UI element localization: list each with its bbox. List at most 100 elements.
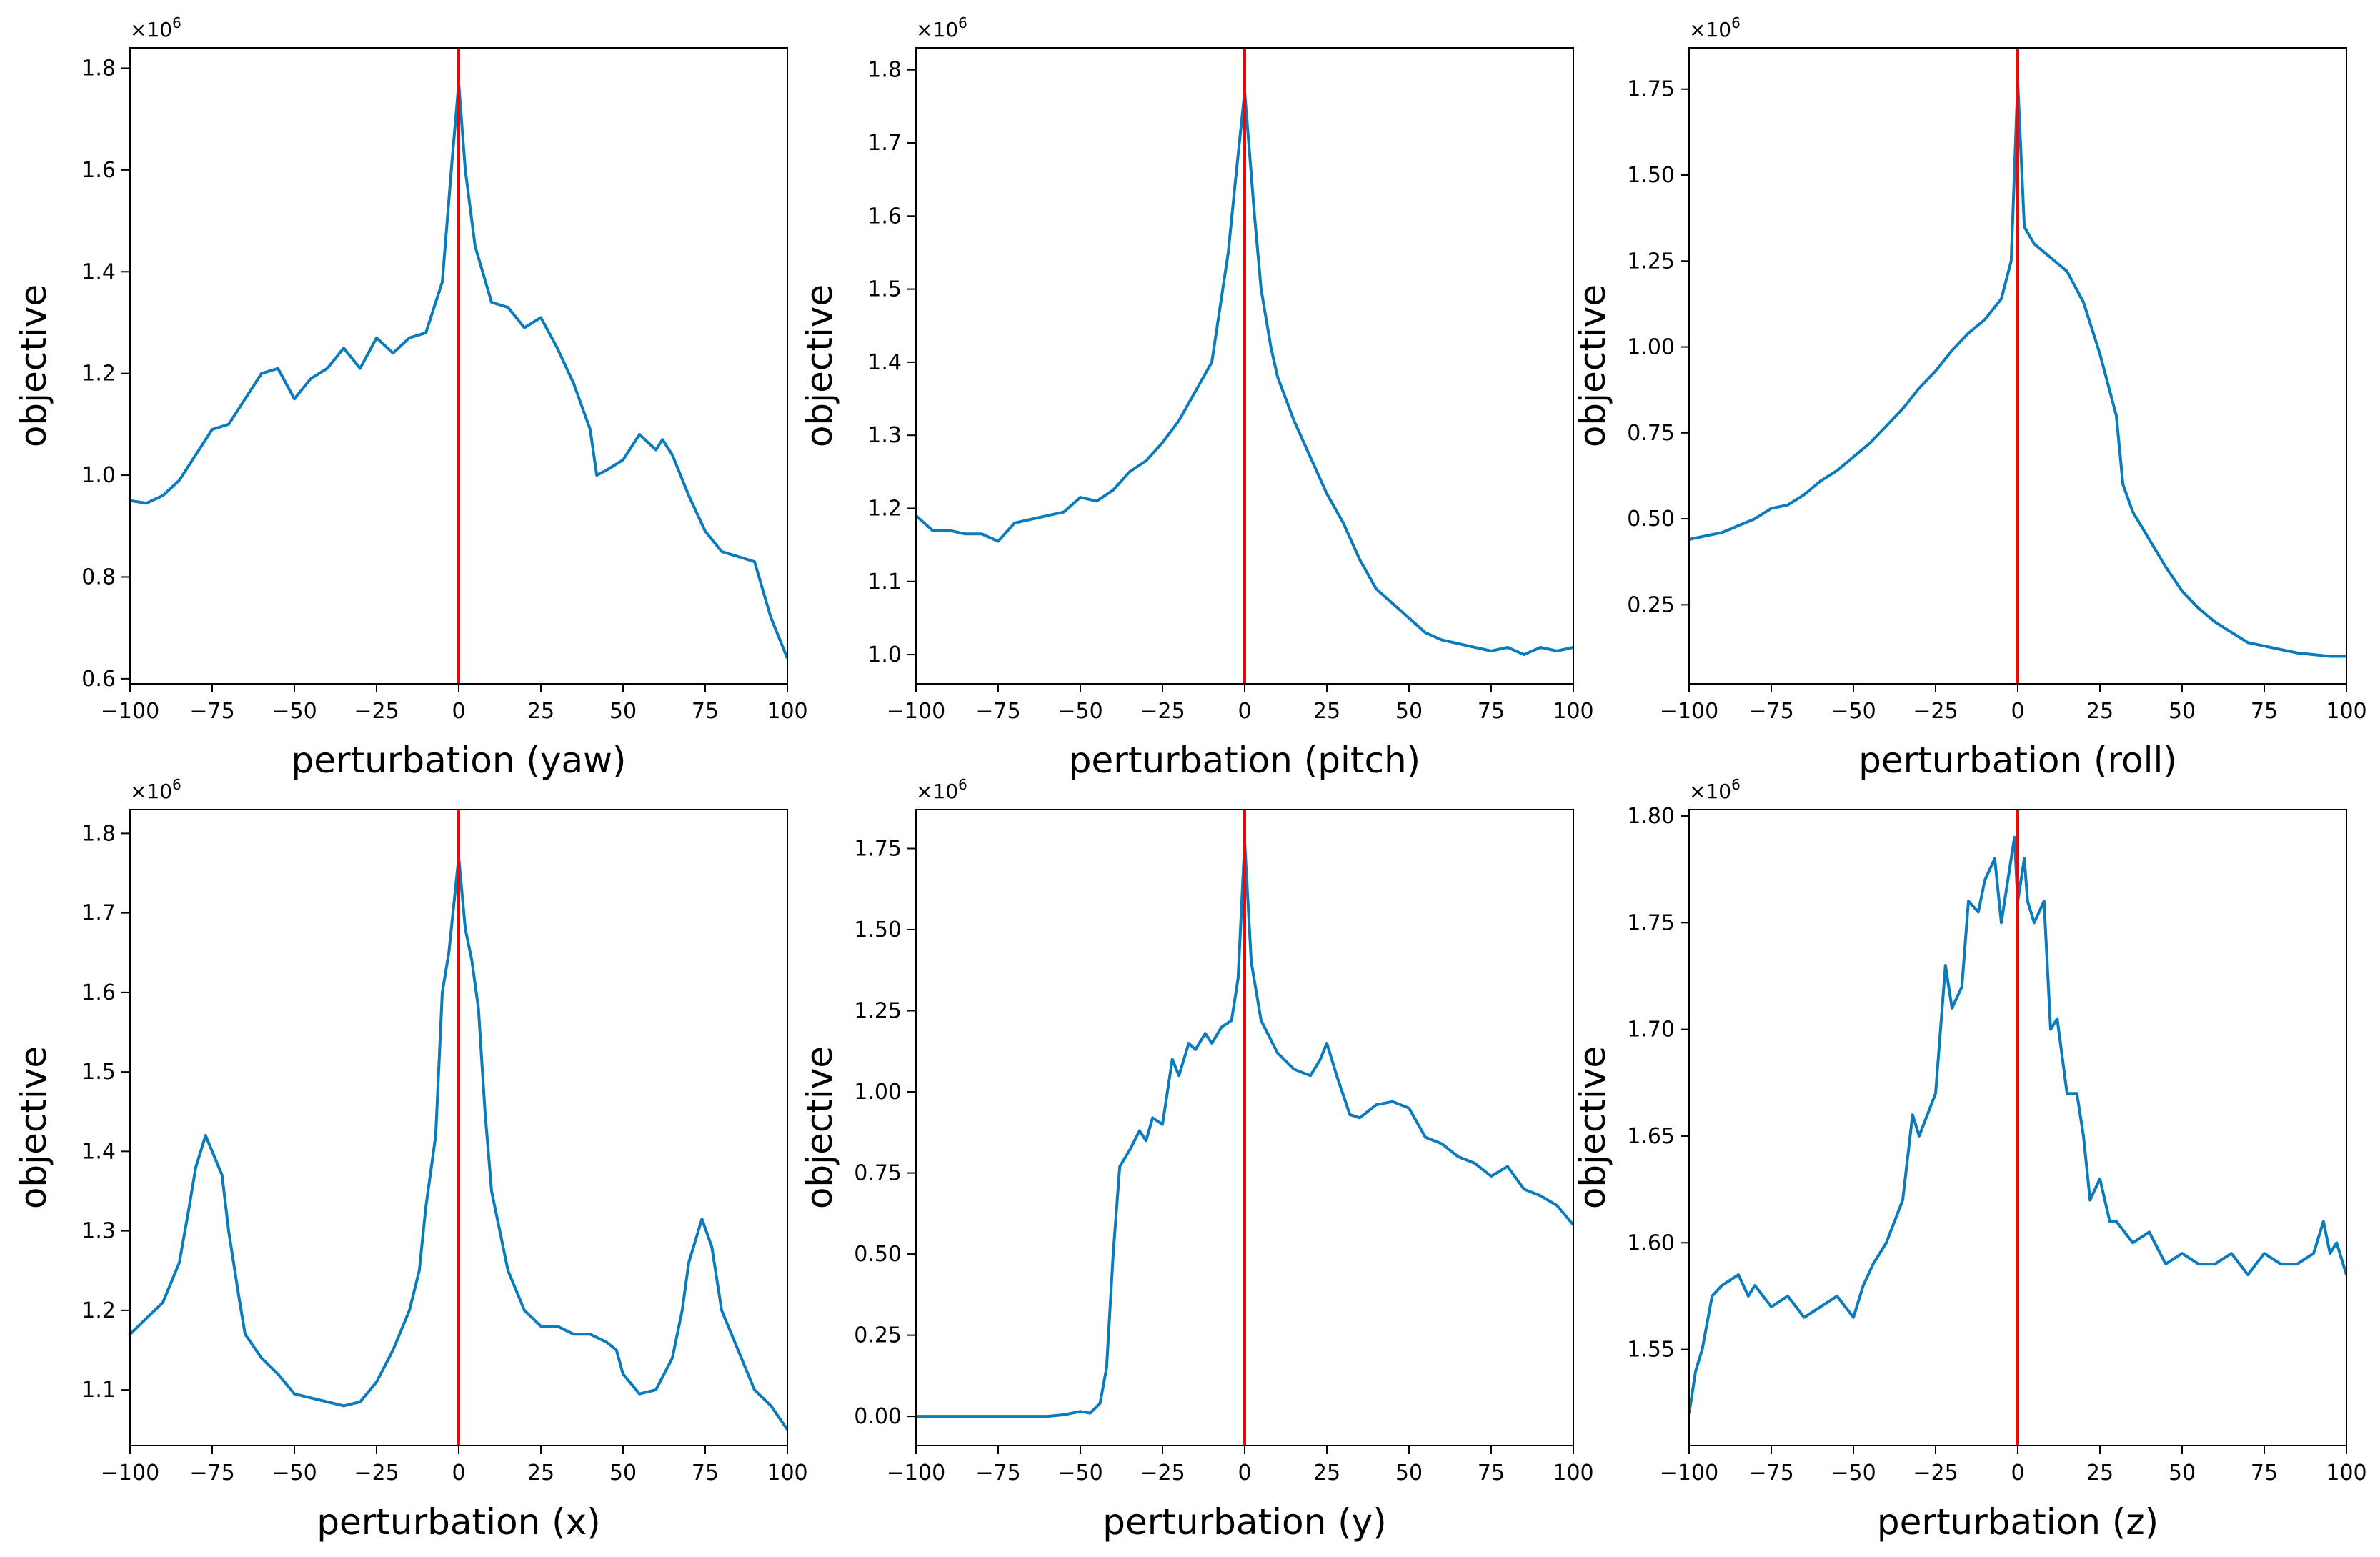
x-axis-label: perturbation (y)	[1102, 1501, 1387, 1543]
x-tick-label: 100	[767, 699, 807, 724]
x-tick-label: 25	[1313, 1461, 1340, 1486]
y-tick-label: 1.5	[867, 277, 902, 302]
series-line-0	[1689, 81, 2346, 658]
y-axis-label: objective	[13, 1046, 54, 1209]
y-tick-label: 1.3	[81, 1219, 116, 1244]
scale-label: ×106	[1689, 776, 1741, 803]
series-line-0	[130, 81, 787, 660]
y-tick-label: 1.8	[81, 56, 116, 81]
y-tick-label: 1.4	[867, 350, 902, 375]
x-tick-label: −75	[1748, 699, 1793, 724]
y-tick-label: 0.6	[81, 667, 116, 692]
y-tick-label: 1.8	[81, 821, 116, 846]
x-tick-label: −25	[1913, 699, 1958, 724]
x-tick-label: 0	[2011, 1461, 2024, 1486]
x-tick-label: −25	[1140, 699, 1185, 724]
x-axis-label: perturbation (roll)	[1858, 740, 2177, 781]
x-tick-label: 50	[609, 699, 637, 724]
y-axis-label: objective	[13, 284, 54, 447]
y-tick-label: 0.25	[854, 1323, 902, 1348]
scale-exponent: 6	[172, 776, 181, 793]
y-tick-label: 1.50	[1627, 163, 1675, 188]
y-tick-label: 1.6	[81, 980, 116, 1005]
y-tick-label: 1.65	[1627, 1124, 1675, 1149]
y-tick-label: 1.80	[1627, 804, 1675, 829]
x-tick-label: 50	[1395, 699, 1423, 724]
series-line-0	[130, 855, 787, 1431]
x-tick-label: −50	[272, 699, 317, 724]
y-tick-label: 1.4	[81, 259, 116, 284]
x-tick-label: −100	[101, 1461, 159, 1486]
y-tick-label: 0.8	[81, 564, 116, 590]
x-tick-label: 75	[1478, 1461, 1505, 1486]
x-axis-label: perturbation (yaw)	[291, 740, 626, 781]
y-tick-label: 1.2	[867, 496, 902, 521]
scale-exponent: 6	[1731, 14, 1741, 31]
y-tick-label: 0.25	[1627, 592, 1675, 617]
scale-exponent: 6	[958, 776, 967, 793]
y-tick-label: 0.00	[854, 1404, 902, 1429]
x-tick-label: 0	[1238, 699, 1251, 724]
y-tick-label: 1.00	[1627, 335, 1675, 360]
y-tick-label: 0.50	[1627, 507, 1675, 532]
subplot-pitch: −100 −75 −50 −25 0 25 50 75 100 1.0 1.1 1.2 1.3 1.4 1.…	[799, 14, 1594, 781]
x-tick-label: 0	[452, 1461, 465, 1486]
y-tick-label: 1.75	[1627, 910, 1675, 935]
y-tick-label: 1.7	[81, 901, 116, 926]
y-tick-label: 1.8	[867, 58, 902, 83]
x-axis-label: perturbation (z)	[1877, 1501, 2159, 1543]
x-tick-label: −50	[1057, 1461, 1102, 1486]
y-tick-label: 1.70	[1627, 1018, 1675, 1043]
y-tick-label: 1.55	[1627, 1338, 1675, 1363]
x-tick-label: 75	[2251, 1461, 2278, 1486]
y-tick-label: 1.00	[854, 1080, 902, 1105]
scale-exponent: 6	[1731, 776, 1741, 793]
y-axis-label: objective	[799, 1046, 840, 1209]
x-tick-label: 0	[452, 699, 465, 724]
x-tick-label: −75	[1748, 1461, 1793, 1486]
x-tick-label: −25	[354, 699, 399, 724]
x-tick-label: 25	[527, 699, 554, 724]
scale-label: ×106	[916, 14, 967, 41]
y-axis-label: objective	[1572, 284, 1613, 447]
scale-label: ×106	[1689, 14, 1741, 41]
y-tick-label: 1.7	[867, 131, 902, 156]
x-tick-label: −50	[1057, 699, 1102, 724]
y-tick-label: 0.50	[854, 1242, 902, 1267]
x-tick-label: −50	[1831, 699, 1876, 724]
x-tick-label: −100	[101, 699, 159, 724]
scale-exponent: 6	[958, 14, 967, 31]
subplot-x: −100 −75 −50 −25 0 25 50 75 100 1.1 1.2 1.3 1.4 1.5 1.…	[13, 776, 808, 1543]
series-line-0	[1689, 835, 2346, 1414]
y-tick-label: 1.60	[1627, 1230, 1675, 1255]
subplot-roll: −100 −75 −50 −25 0 25 50 75 100 0.25 0.50 0.75 1.00 1…	[1572, 14, 2367, 781]
x-tick-label: −25	[354, 1461, 399, 1486]
y-tick-label: 1.6	[867, 204, 902, 229]
y-axis-label: objective	[799, 284, 840, 447]
x-tick-label: −100	[887, 699, 945, 724]
y-tick-label: 1.75	[854, 836, 902, 861]
x-tick-label: 50	[2169, 1461, 2196, 1486]
y-tick-label: 0.75	[854, 1161, 902, 1186]
x-tick-label: −75	[975, 699, 1020, 724]
x-tick-label: 100	[767, 1461, 807, 1486]
x-tick-label: 50	[609, 1461, 637, 1486]
subplot-y: −100 −75 −50 −25 0 25 50 75 100 0.00 0.25 0.50 0.75 1…	[799, 776, 1594, 1543]
x-tick-label: 75	[1478, 699, 1505, 724]
y-tick-label: 1.6	[81, 158, 116, 183]
scale-exponent: 6	[172, 14, 181, 31]
series-line-0	[916, 840, 1573, 1418]
y-tick-label: 1.1	[81, 1378, 116, 1403]
x-tick-label: −100	[1660, 1461, 1718, 1486]
x-tick-label: −75	[189, 699, 234, 724]
subplot-yaw: −100 −75 −50 −25 0 25 50 75 100 0.6 0.8 1.0 1.2 1.4 1.…	[13, 14, 808, 781]
y-tick-label: 1.0	[81, 463, 116, 488]
x-axis-label: perturbation (pitch)	[1069, 740, 1420, 781]
y-tick-label: 1.2	[81, 362, 116, 387]
x-tick-label: −25	[1140, 1461, 1185, 1486]
y-tick-label: 1.2	[81, 1298, 116, 1323]
y-tick-label: 1.1	[867, 569, 902, 595]
scale-label: ×106	[916, 776, 967, 803]
x-tick-label: 25	[527, 1461, 554, 1486]
